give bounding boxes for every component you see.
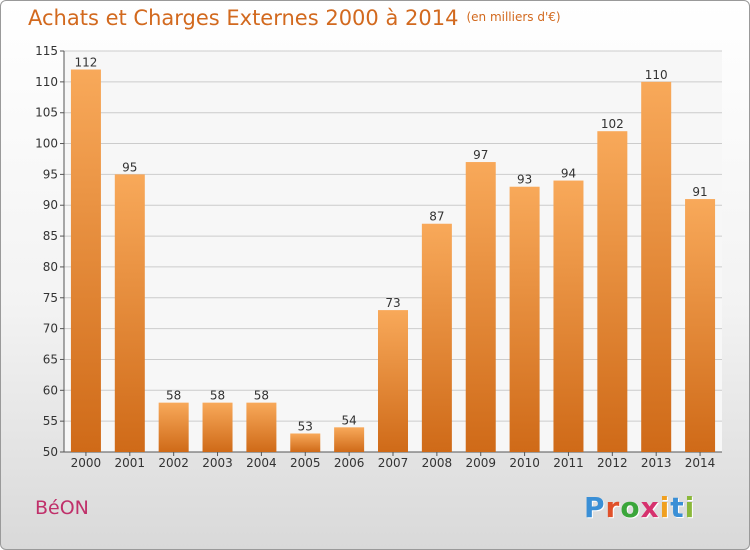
y-tick-label: 105: [35, 106, 58, 120]
x-tick-label: 2002: [158, 456, 189, 470]
y-tick-label: 95: [43, 167, 58, 181]
x-tick-label: 2009: [465, 456, 496, 470]
x-tick-label: 2001: [115, 456, 146, 470]
logo-letter: i: [684, 491, 696, 524]
y-tick-label: 115: [35, 44, 58, 58]
data-label: 112: [74, 56, 97, 70]
data-label: 58: [166, 389, 181, 403]
x-tick-label: 2011: [553, 456, 584, 470]
logo-letter: t: [670, 491, 685, 524]
x-tick-label: 2006: [334, 456, 365, 470]
data-label: 110: [645, 68, 668, 82]
bar: [553, 180, 584, 453]
x-tick-label: 2008: [422, 456, 453, 470]
y-tick-label: 70: [43, 322, 58, 336]
data-label: 102: [601, 117, 624, 131]
bar: [246, 402, 277, 452]
y-tick-label: 110: [35, 75, 58, 89]
logo-letter: r: [605, 491, 621, 524]
bar: [509, 186, 540, 452]
bar: [685, 199, 716, 452]
bar: [597, 131, 628, 452]
data-label: 95: [122, 160, 137, 174]
data-label: 53: [298, 419, 313, 433]
logo-letter: P: [584, 491, 606, 524]
x-tick-label: 2010: [509, 456, 540, 470]
y-tick-label: 85: [43, 229, 58, 243]
data-label: 91: [692, 185, 707, 199]
y-tick-label: 50: [43, 445, 58, 459]
y-tick-label: 75: [43, 291, 58, 305]
data-label: 54: [341, 413, 356, 427]
y-tick-label: 60: [43, 383, 58, 397]
commune-name: BéON: [35, 497, 89, 519]
bars: [70, 69, 716, 453]
data-label: 94: [561, 167, 576, 181]
y-tick-label: 65: [43, 352, 58, 366]
data-label: 97: [473, 148, 488, 162]
bar: [465, 162, 496, 453]
bar: [158, 402, 189, 452]
chart-unit: (en milliers d'€): [466, 10, 561, 24]
y-tick-label: 100: [35, 137, 58, 151]
data-label: 87: [429, 210, 444, 224]
x-tick-label: 2013: [641, 456, 672, 470]
x-tick-label: 2007: [378, 456, 409, 470]
logo-letter: o: [620, 491, 641, 524]
bar: [334, 427, 365, 452]
bar: [290, 433, 321, 452]
y-tick-label: 55: [43, 414, 58, 428]
bar: [114, 174, 145, 452]
chart-title: Achats et Charges Externes 2000 à 2014 (e…: [28, 6, 561, 30]
x-tick-label: 2004: [246, 456, 277, 470]
data-labels: 112 95 58 58 58 53 54 73 87 97 93 94 102 110 91: [74, 56, 707, 434]
proxiti-logo: Proxiti: [584, 491, 695, 524]
y-tick-label: 90: [43, 198, 58, 212]
data-label: 93: [517, 173, 532, 187]
data-label: 58: [210, 389, 225, 403]
chart-title-text: Achats et Charges Externes 2000 à 2014: [28, 6, 459, 30]
x-tick-label: 2003: [202, 456, 233, 470]
data-label: 73: [385, 296, 400, 310]
bar: [421, 223, 452, 452]
logo-letter: x: [640, 491, 660, 524]
x-tick-label: 2000: [71, 456, 102, 470]
logo-letter: i: [659, 491, 671, 524]
bar: [202, 402, 233, 452]
y-tick-label: 80: [43, 260, 58, 274]
data-label: 58: [254, 389, 269, 403]
bar: [70, 69, 101, 452]
x-tick-label: 2014: [685, 456, 716, 470]
x-tick-label: 2012: [597, 456, 628, 470]
bar: [641, 81, 672, 452]
x-tick-label: 2005: [290, 456, 321, 470]
bar: [378, 310, 408, 452]
